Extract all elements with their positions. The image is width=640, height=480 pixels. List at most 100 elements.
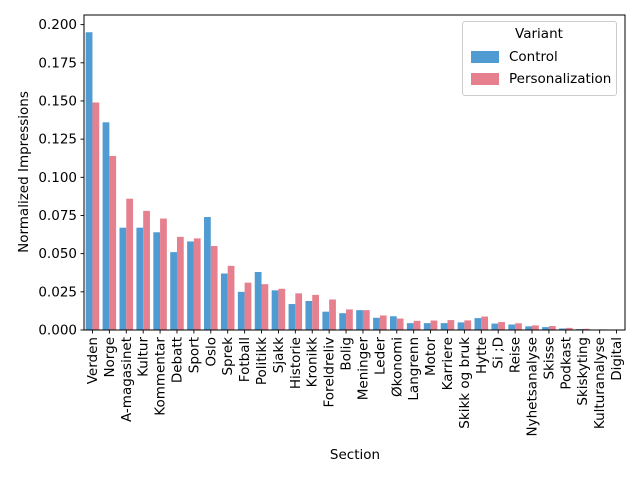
bar-personalization-13 <box>312 294 319 330</box>
bar-personalization-21 <box>447 320 455 330</box>
bar-personalization-15 <box>346 309 353 330</box>
personalization-swatch <box>471 73 499 85</box>
x-tick-label: Oslo <box>203 337 219 367</box>
x-tick-label: Bolig <box>339 337 355 371</box>
x-tick-label: Norge <box>102 337 118 378</box>
bar-control-6 <box>187 241 194 330</box>
bar-personalization-4 <box>160 218 167 330</box>
x-tick-label: Hytte <box>474 337 490 374</box>
bar-control-16 <box>356 310 363 330</box>
bar-personalization-12 <box>295 293 303 330</box>
bar-personalization-5 <box>176 236 184 330</box>
y-tick-label: 0.150 <box>38 93 77 109</box>
legend: Variant Control Personalization <box>462 21 617 96</box>
y-tick-label: 0.200 <box>38 17 77 33</box>
bar-control-17 <box>373 317 380 330</box>
x-tick-label: Verden <box>85 337 101 384</box>
bar-control-5 <box>170 252 177 330</box>
bar-control-15 <box>339 313 347 330</box>
bar-control-22 <box>457 322 465 330</box>
x-tick-label: Sprek <box>220 337 236 376</box>
bar-control-18 <box>390 316 397 330</box>
bar-personalization-3 <box>143 210 150 330</box>
bar-personalization-7 <box>210 246 218 330</box>
bar-personalization-28 <box>565 327 573 330</box>
bar-control-21 <box>440 323 448 330</box>
bar-personalization-24 <box>498 322 505 330</box>
bar-personalization-20 <box>430 320 438 330</box>
bar-control-14 <box>322 311 330 330</box>
x-axis-label: Section <box>329 447 381 463</box>
bar-personalization-1 <box>109 155 117 330</box>
bar-personalization-27 <box>548 326 556 330</box>
bar-control-0 <box>85 32 93 330</box>
bar-personalization-19 <box>413 320 421 330</box>
plot-border <box>83 14 626 331</box>
y-tick-label: 0.025 <box>38 284 77 300</box>
control-swatch <box>471 51 499 63</box>
bar-personalization-10 <box>261 284 269 330</box>
bar-personalization-2 <box>126 198 134 330</box>
x-tick-label: Podkast <box>558 337 574 390</box>
x-tick-label: Langrenn <box>406 337 422 401</box>
x-tick-label: Økonomi <box>389 337 405 397</box>
bar-control-23 <box>474 318 482 330</box>
x-tick-label: A-magasinet <box>119 337 135 422</box>
bar-personalization-23 <box>481 316 489 330</box>
x-tick-label: Foreldreliv <box>322 337 338 407</box>
legend-title: Variant <box>515 26 563 42</box>
bar-control-24 <box>491 323 499 330</box>
bar-control-13 <box>305 300 313 330</box>
legend-item-personalization: Personalization <box>469 68 611 90</box>
bar-control-4 <box>153 232 161 330</box>
bar-control-7 <box>204 217 211 330</box>
bar-control-28 <box>559 328 566 330</box>
x-tick-label: Kultur <box>136 337 152 377</box>
bar-personalization-26 <box>532 325 539 330</box>
bar-personalization-17 <box>379 315 387 330</box>
x-tick-label: Si ;D <box>491 337 507 369</box>
x-tick-label: Skisse <box>541 337 557 380</box>
x-tick-label: Kronikk <box>305 337 321 387</box>
bar-personalization-6 <box>193 238 201 330</box>
x-tick-label: Politikk <box>254 337 270 385</box>
y-axis-label: Normalized Impressions <box>16 91 32 253</box>
bar-control-26 <box>525 326 533 330</box>
x-tick-label: Kommentar <box>153 337 169 416</box>
x-tick-label: Sjakk <box>271 337 287 373</box>
bar-control-11 <box>271 290 279 330</box>
x-tick-label: Digital <box>609 337 625 381</box>
bar-personalization-0 <box>92 102 100 331</box>
bar-control-1 <box>102 122 110 330</box>
legend-label-control: Control <box>509 49 558 65</box>
y-tick-label: 0.100 <box>38 170 77 186</box>
legend-item-control: Control <box>469 46 609 68</box>
x-tick-label: Motor <box>423 337 439 376</box>
x-tick-label: Kulturanalyse <box>592 337 608 429</box>
bar-control-20 <box>423 323 431 330</box>
bar-personalization-14 <box>329 299 336 330</box>
bar-control-19 <box>406 323 414 330</box>
bar-personalization-25 <box>515 323 522 330</box>
y-tick-label: 0.075 <box>38 208 77 224</box>
bar-personalization-18 <box>396 318 404 330</box>
x-tick-label: Skikk og bruk <box>457 337 473 429</box>
x-tick-label: Sport <box>186 337 202 373</box>
bar-personalization-29 <box>582 328 590 330</box>
bar-control-12 <box>288 304 296 330</box>
bar-control-8 <box>220 273 228 330</box>
x-tick-label: Karriere <box>440 337 456 390</box>
x-tick-label: Fotball <box>237 337 253 382</box>
y-tick-label: 0.175 <box>38 55 77 71</box>
x-tick-label: Historie <box>288 337 304 389</box>
bar-personalization-8 <box>227 265 235 330</box>
x-tick-label: Nyhetsanalyse <box>525 337 541 436</box>
y-tick-label: 0.125 <box>38 132 77 148</box>
bar-personalization-16 <box>362 310 370 330</box>
bar-control-25 <box>508 324 516 330</box>
x-tick-label: Reise <box>508 337 524 373</box>
bar-control-2 <box>119 227 127 330</box>
y-tick-label: 0.050 <box>38 246 77 262</box>
